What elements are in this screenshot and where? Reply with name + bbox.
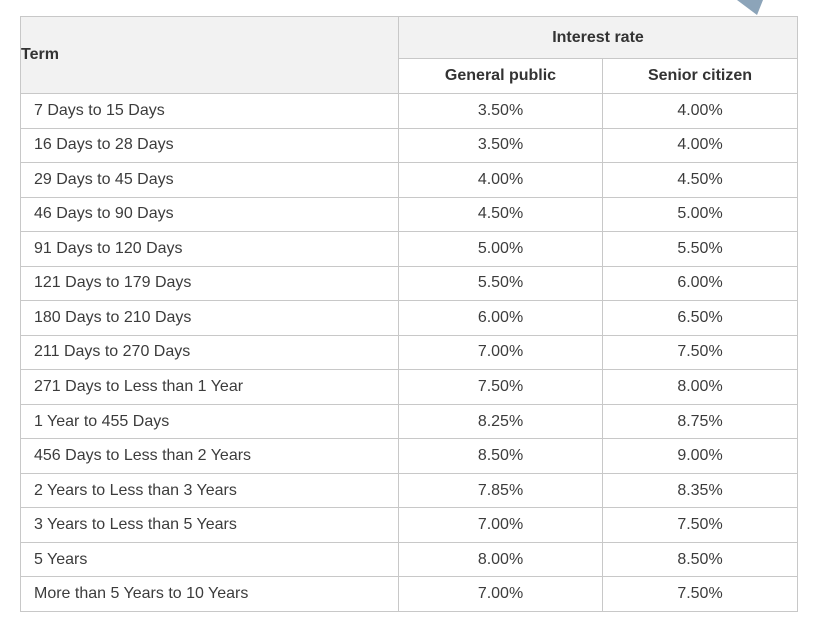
interest-rate-table: Term Interest rate General public Senior… — [20, 16, 798, 612]
senior-rate-cell: 6.50% — [602, 300, 798, 336]
term-cell: 16 Days to 28 Days — [20, 127, 399, 164]
header-row-top: Term Interest rate — [20, 16, 798, 94]
general-rate-cell: 8.25% — [398, 403, 603, 440]
table-row: 5 Years 8.00% 8.50% — [20, 541, 798, 578]
general-rate-cell: 6.00% — [398, 300, 603, 336]
term-cell: 29 Days to 45 Days — [20, 162, 399, 198]
table-row: 2 Years to Less than 3 Years 7.85% 8.35% — [20, 472, 798, 509]
table-row: 91 Days to 120 Days 5.00% 5.50% — [20, 231, 798, 267]
senior-citizen-column-header: Senior citizen — [602, 58, 798, 94]
senior-rate-cell: 5.00% — [602, 196, 798, 233]
table-row: 456 Days to Less than 2 Years 8.50% 9.00… — [20, 438, 798, 474]
term-cell: 5 Years — [20, 541, 399, 578]
table-row: 7 Days to 15 Days 3.50% 4.00% — [20, 93, 798, 129]
table-row: 16 Days to 28 Days 3.50% 4.00% — [20, 127, 798, 164]
table-row: 3 Years to Less than 5 Years 7.00% 7.50% — [20, 507, 798, 543]
senior-rate-cell: 8.35% — [602, 472, 798, 509]
senior-rate-cell: 5.50% — [602, 231, 798, 267]
senior-rate-cell: 4.00% — [602, 127, 798, 164]
senior-rate-cell: 7.50% — [602, 576, 798, 612]
general-rate-cell: 5.00% — [398, 231, 603, 267]
term-cell: 3 Years to Less than 5 Years — [20, 507, 399, 543]
term-cell: 46 Days to 90 Days — [20, 196, 399, 233]
term-cell: 121 Days to 179 Days — [20, 265, 399, 302]
general-rate-cell: 5.50% — [398, 265, 603, 302]
general-rate-cell: 4.50% — [398, 196, 603, 233]
table-row: 1 Year to 455 Days 8.25% 8.75% — [20, 403, 798, 440]
term-cell: 2 Years to Less than 3 Years — [20, 472, 399, 509]
clipped-arrow-decoration — [737, 0, 763, 15]
general-rate-cell: 8.50% — [398, 438, 603, 474]
general-rate-cell: 8.00% — [398, 541, 603, 578]
term-cell: 1 Year to 455 Days — [20, 403, 399, 440]
table-row: 121 Days to 179 Days 5.50% 6.00% — [20, 265, 798, 302]
senior-rate-cell: 6.00% — [602, 265, 798, 302]
senior-rate-cell: 9.00% — [602, 438, 798, 474]
general-public-column-header: General public — [398, 58, 603, 94]
senior-rate-cell: 8.50% — [602, 541, 798, 578]
senior-rate-cell: 4.50% — [602, 162, 798, 198]
term-cell: More than 5 Years to 10 Years — [20, 576, 399, 612]
table-row: More than 5 Years to 10 Years 7.00% 7.50… — [20, 576, 798, 612]
general-rate-cell: 4.00% — [398, 162, 603, 198]
term-cell: 91 Days to 120 Days — [20, 231, 399, 267]
general-rate-cell: 3.50% — [398, 127, 603, 164]
table-row: 180 Days to 210 Days 6.00% 6.50% — [20, 300, 798, 336]
senior-rate-cell: 8.75% — [602, 403, 798, 440]
term-cell: 271 Days to Less than 1 Year — [20, 369, 399, 405]
general-rate-cell: 7.00% — [398, 576, 603, 612]
term-cell: 456 Days to Less than 2 Years — [20, 438, 399, 474]
term-cell: 180 Days to 210 Days — [20, 300, 399, 336]
table-row: 211 Days to 270 Days 7.00% 7.50% — [20, 334, 798, 371]
senior-rate-cell: 7.50% — [602, 507, 798, 543]
interest-rate-group-header: Interest rate — [398, 16, 798, 59]
term-cell: 211 Days to 270 Days — [20, 334, 399, 371]
senior-rate-cell: 4.00% — [602, 93, 798, 129]
table-row: 271 Days to Less than 1 Year 7.50% 8.00% — [20, 369, 798, 405]
header-row-sub: General public Senior citizen — [21, 58, 798, 94]
general-rate-cell: 7.00% — [398, 334, 603, 371]
general-rate-cell: 7.50% — [398, 369, 603, 405]
senior-rate-cell: 8.00% — [602, 369, 798, 405]
general-rate-cell: 7.00% — [398, 507, 603, 543]
table-row: 46 Days to 90 Days 4.50% 5.00% — [20, 196, 798, 233]
senior-rate-cell: 7.50% — [602, 334, 798, 371]
table-row: 29 Days to 45 Days 4.00% 4.50% — [20, 162, 798, 198]
term-column-header: Term — [20, 16, 399, 94]
general-rate-cell: 7.85% — [398, 472, 603, 509]
general-rate-cell: 3.50% — [398, 93, 603, 129]
term-cell: 7 Days to 15 Days — [20, 93, 399, 129]
